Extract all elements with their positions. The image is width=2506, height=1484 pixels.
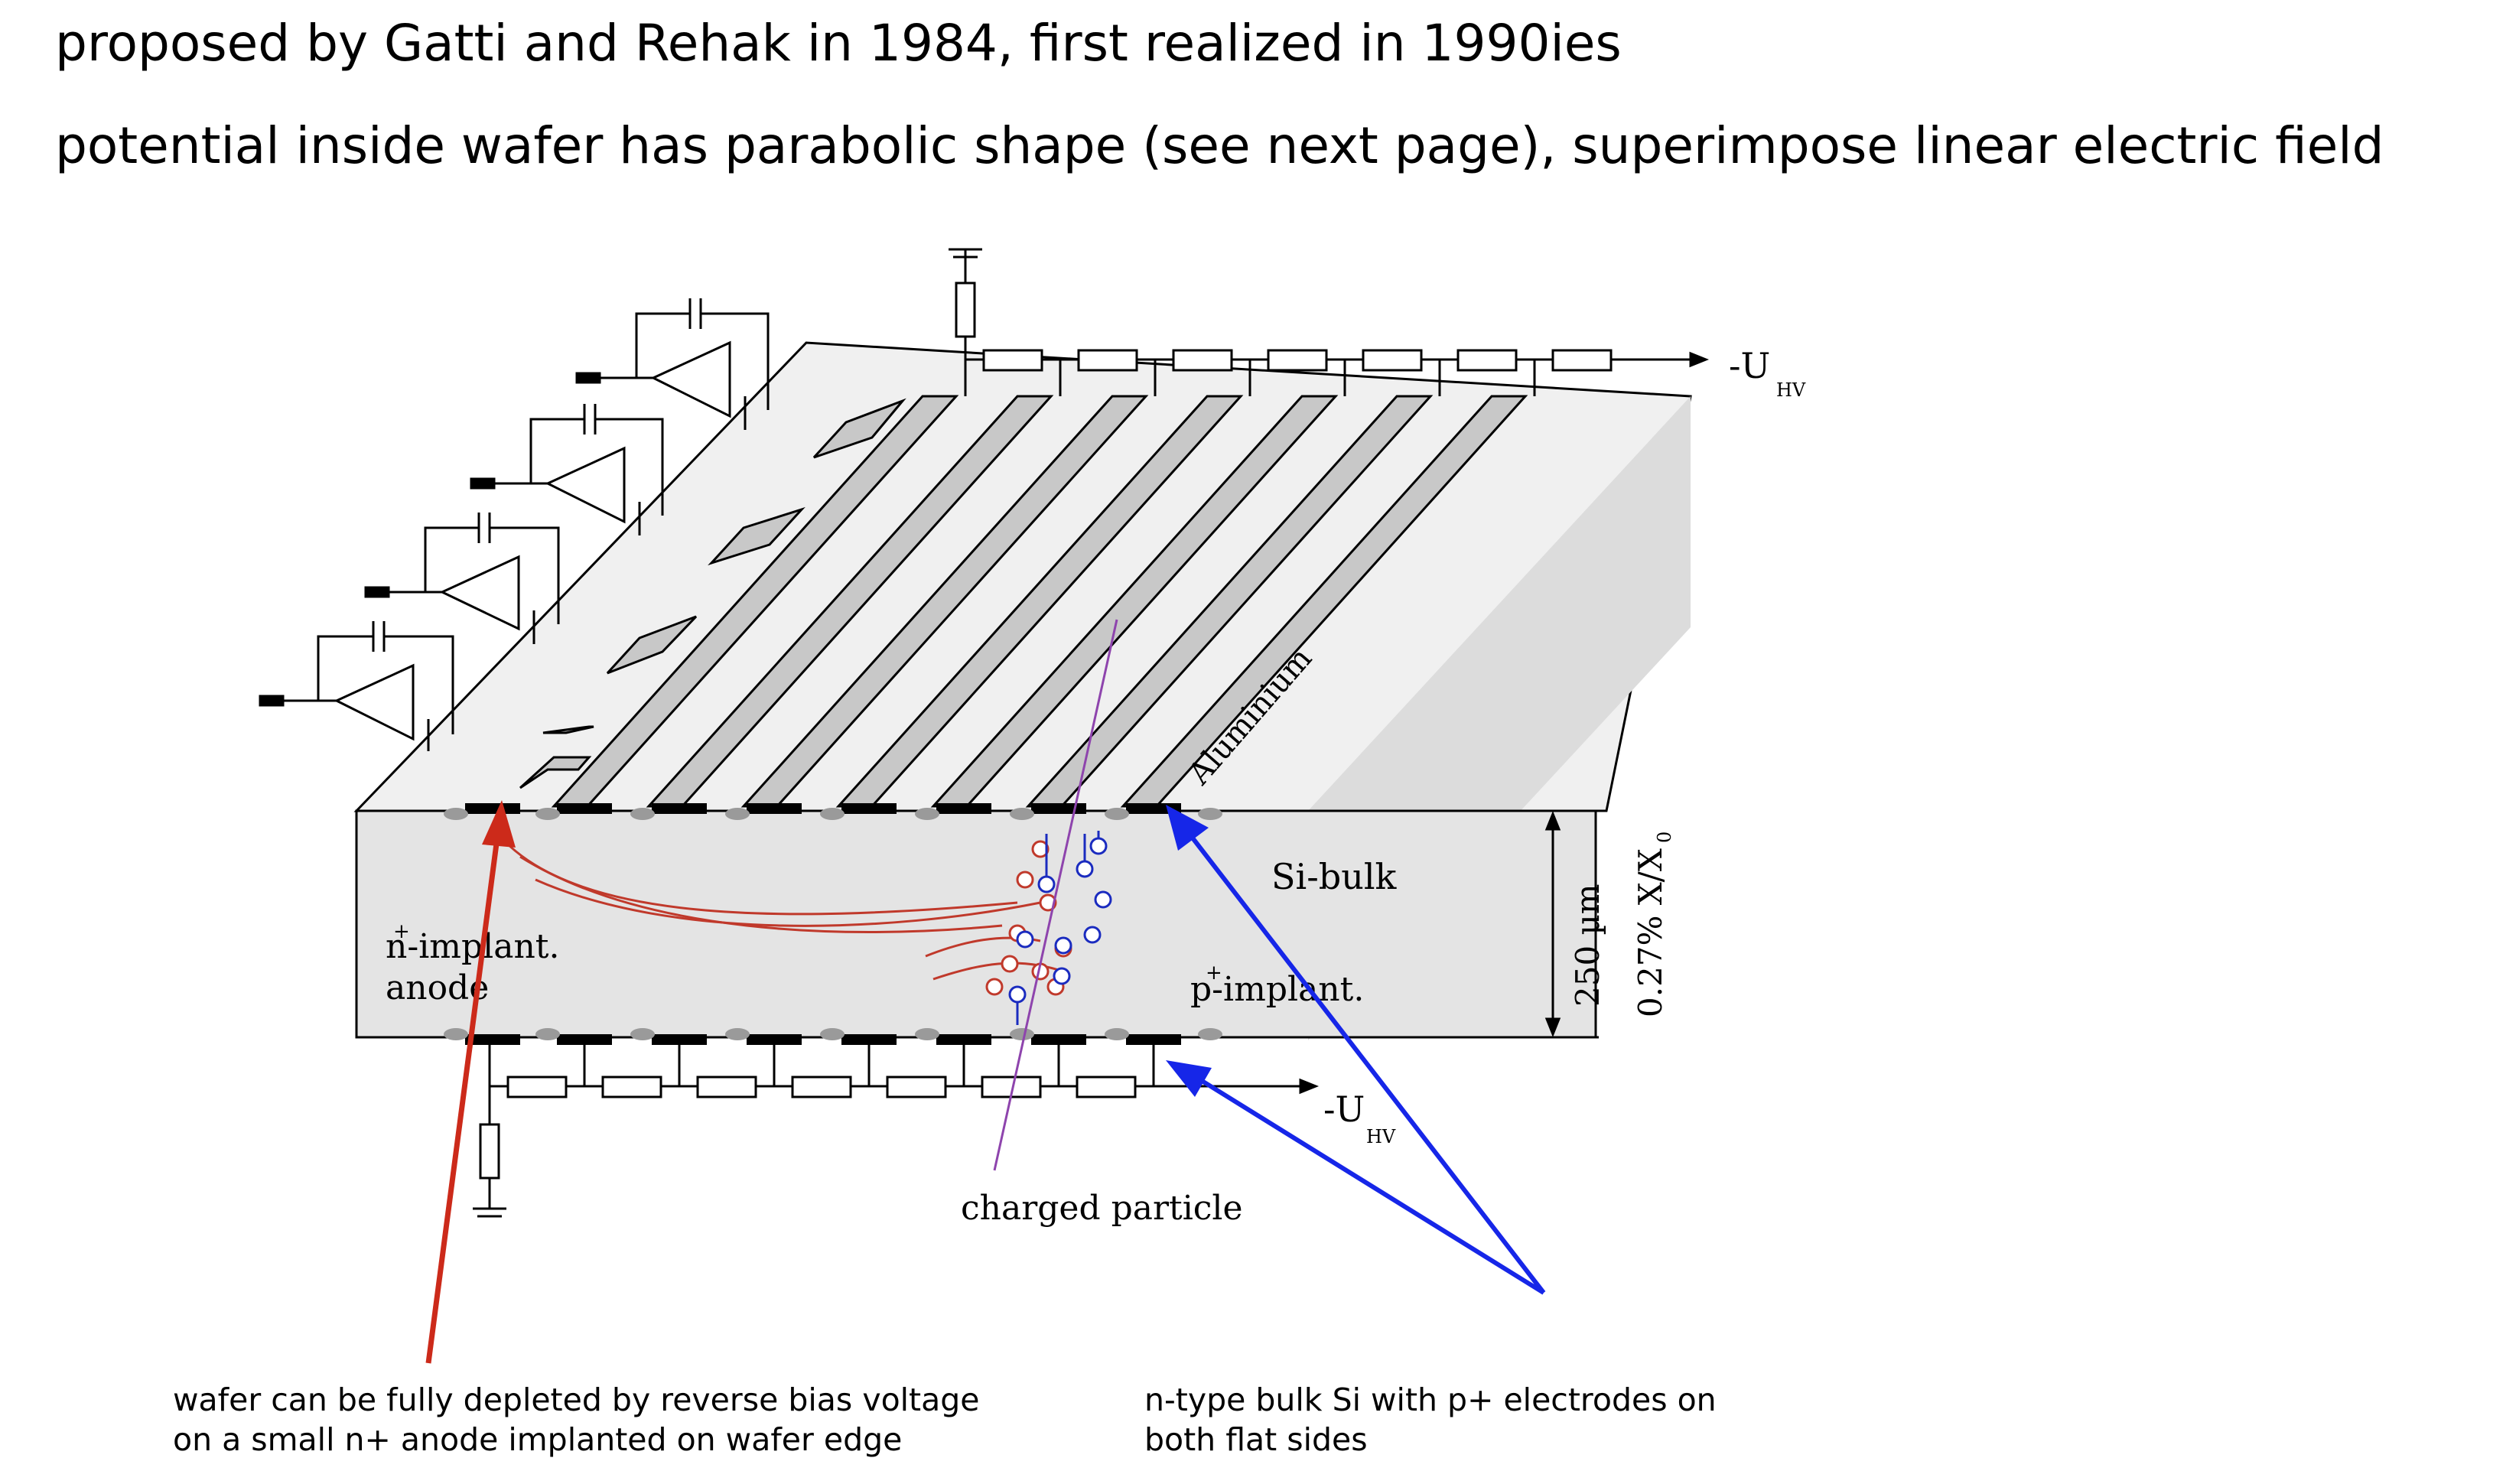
radiation-length-label: 0.27% X/X	[1632, 848, 1669, 1017]
caption-left: wafer can be fully depleted by reverse b…	[173, 1380, 980, 1460]
header-line-1: proposed by Gatti and Rehak in 1984, fir…	[55, 14, 1622, 73]
anode-pad	[519, 756, 592, 789]
amplifier	[259, 621, 454, 751]
amplifier	[470, 404, 664, 535]
n-implant-label: n-implant.	[386, 927, 559, 966]
anode-pad	[606, 615, 698, 675]
preamplifiers	[259, 298, 770, 751]
bottom-resistor-chain	[473, 1045, 1320, 1218]
amplifier	[364, 513, 560, 644]
blue-annotation-arrows	[1166, 805, 1546, 1295]
amplifier	[575, 298, 770, 430]
bottom-voltage-label: -U	[1323, 1089, 1365, 1130]
red-annotation-arrow	[425, 800, 516, 1364]
header-line-2: potential inside wafer has parabolic sha…	[55, 116, 2384, 175]
bottom-electrodes	[444, 1028, 1222, 1045]
n-implant-sup: +	[393, 920, 410, 943]
anode-label: anode	[386, 968, 489, 1007]
top-electrodes	[444, 803, 1222, 820]
anode-pad	[812, 398, 906, 459]
hole-drift-tracks	[1016, 831, 1100, 1025]
caption-right-line-1: n-type bulk Si with p+ electrodes on	[1144, 1381, 1717, 1418]
charged-particle-label: charged particle	[961, 1189, 1243, 1228]
wafer-front-face	[355, 809, 1597, 1039]
holes	[1008, 837, 1112, 1004]
caption-right: n-type bulk Si with p+ electrodes on bot…	[1144, 1380, 1717, 1460]
si-bulk-label: Si-bulk	[1271, 856, 1398, 897]
caption-right-line-2: both flat sides	[1144, 1421, 1368, 1458]
anode-pad	[708, 506, 806, 566]
anode-pad	[542, 725, 594, 734]
radiation-length-sub: 0	[1654, 831, 1675, 843]
caption-left-line-1: wafer can be fully depleted by reverse b…	[173, 1381, 980, 1418]
p-implant-sup: +	[1206, 962, 1222, 984]
thickness-dimension	[1544, 810, 1561, 1038]
top-resistor-chain	[949, 248, 1710, 396]
bottom-voltage-sub: HV	[1366, 1126, 1396, 1147]
p-implant-label: p-implant.	[1190, 970, 1364, 1009]
charged-particle-track	[993, 619, 1118, 1171]
anode-pads	[519, 398, 906, 789]
caption-left-line-2: on a small n+ anode implanted on wafer e…	[173, 1421, 903, 1458]
top-voltage-label: -U	[1729, 345, 1770, 386]
top-voltage-sub: HV	[1776, 379, 1806, 401]
aluminium-strips	[551, 395, 1528, 808]
thickness-label: 250 µm	[1569, 884, 1606, 1007]
